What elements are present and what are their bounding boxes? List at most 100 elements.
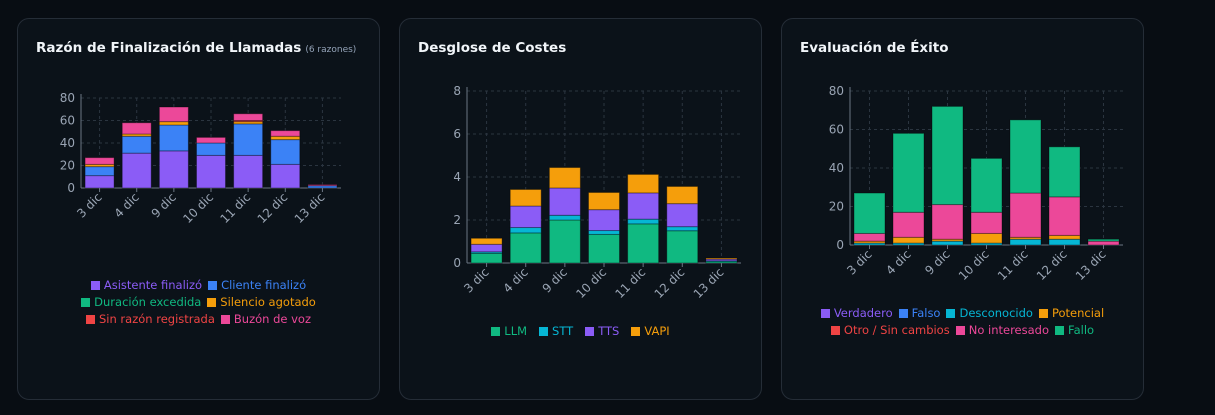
legend-label: Asistente finalizó	[103, 278, 203, 292]
bar-segment[interactable]	[509, 205, 542, 229]
bar-segment[interactable]	[666, 185, 699, 205]
bar-segment[interactable]	[470, 237, 503, 245]
bar-segment[interactable]	[1009, 192, 1042, 238]
bar-segment[interactable]	[509, 188, 542, 207]
bar-segment[interactable]	[158, 106, 189, 123]
bar-segment[interactable]	[1009, 119, 1042, 194]
bar-segment[interactable]	[1048, 234, 1081, 240]
bar-segment[interactable]	[627, 218, 660, 225]
bar-segment[interactable]	[84, 157, 115, 165]
legend-item[interactable]: STT	[539, 324, 573, 338]
legend-item[interactable]: Desconocido	[946, 306, 1033, 320]
bar-segment[interactable]	[666, 230, 699, 264]
bar-segment[interactable]	[509, 232, 542, 264]
bar-segment[interactable]	[548, 219, 581, 264]
bar-segment[interactable]	[307, 184, 338, 187]
legend-item[interactable]: Asistente finalizó	[90, 278, 203, 292]
bar-segment[interactable]	[233, 113, 264, 121]
legend-label: TTS	[598, 324, 620, 338]
bar-segment[interactable]	[84, 175, 115, 189]
bar-segment[interactable]	[970, 211, 1003, 234]
bar-segment[interactable]	[892, 132, 925, 213]
bar-segment[interactable]	[853, 232, 886, 242]
bar-segment[interactable]	[705, 258, 738, 262]
bar-segment[interactable]	[1048, 146, 1081, 198]
bar-segment[interactable]	[270, 139, 301, 165]
legend-item[interactable]: Falso	[898, 306, 940, 320]
bar-segment[interactable]	[970, 232, 1003, 244]
bar-segment[interactable]	[1048, 238, 1081, 246]
bar-segment[interactable]	[1009, 238, 1042, 246]
bar-segment[interactable]	[233, 123, 264, 156]
bar-segment[interactable]	[196, 142, 226, 156]
bar-segment[interactable]	[666, 226, 699, 232]
bar-segment[interactable]	[270, 163, 301, 189]
bar-segment[interactable]	[853, 192, 886, 234]
bar-segment[interactable]	[121, 122, 152, 135]
x-tick-label: 10 dic	[956, 247, 992, 283]
y-tick-label: 8	[453, 84, 461, 98]
bar-segment[interactable]	[1087, 238, 1120, 242]
bar-segment[interactable]	[84, 166, 115, 177]
bar-segment[interactable]	[588, 191, 620, 211]
legend-swatch	[1038, 308, 1048, 318]
bar-segment[interactable]	[588, 233, 620, 264]
legend-item[interactable]: TTS	[585, 324, 619, 338]
success-evaluation-chart: 0 20 40 60 80 3 dic 4 dic 9 dic 10 dic 11 dic 12 d…	[829, 84, 1123, 283]
bar-segment[interactable]	[931, 240, 964, 246]
bar-segment[interactable]	[121, 152, 152, 189]
bar-segment[interactable]	[270, 130, 301, 137]
legend-item[interactable]: LLM	[491, 324, 527, 338]
bar-segment[interactable]	[548, 167, 581, 189]
bar-segment[interactable]	[470, 252, 503, 264]
bar-segment[interactable]	[931, 204, 964, 240]
bar-segment[interactable]	[627, 192, 660, 220]
legend-item[interactable]: Verdadero	[820, 306, 893, 320]
bar-segment[interactable]	[705, 257, 738, 260]
legend-swatch	[491, 326, 501, 336]
bar-segment[interactable]	[548, 214, 581, 221]
legend-item[interactable]: Otro / Sin cambios	[830, 323, 950, 337]
bar-segment[interactable]	[1048, 196, 1081, 236]
bar-segment[interactable]	[509, 227, 542, 234]
legend-item[interactable]: Cliente finalizó	[208, 278, 306, 292]
y-tick-label: 80	[60, 91, 75, 105]
bar-segment[interactable]	[1087, 240, 1120, 246]
bar-segment[interactable]	[627, 223, 660, 264]
bar-segment[interactable]	[196, 136, 226, 144]
legend-item[interactable]: Potencial	[1038, 306, 1104, 320]
legend-item[interactable]: No interesado	[955, 323, 1049, 337]
bar-segment[interactable]	[892, 211, 925, 238]
bar-segment[interactable]	[470, 251, 503, 254]
bar-segment[interactable]	[121, 135, 152, 154]
x-tick-label: 3 dic	[844, 247, 874, 277]
x-tick-label: 13 dic	[292, 190, 328, 226]
legend-item[interactable]: VAPI	[631, 324, 670, 338]
bar-segment[interactable]	[931, 105, 964, 206]
legend-item[interactable]: Fallo	[1055, 323, 1094, 337]
bar-segment[interactable]	[158, 124, 189, 152]
bar-segment[interactable]	[470, 243, 503, 253]
bar-segment[interactable]	[1009, 236, 1042, 240]
bar-segment[interactable]	[158, 150, 189, 189]
bar-segment[interactable]	[548, 187, 581, 216]
bar-segment[interactable]	[270, 135, 301, 141]
title-text: Razón de Finalización de Llamadas	[36, 40, 302, 56]
legend-item[interactable]: Silencio agotado	[207, 295, 316, 309]
bar-segment[interactable]	[233, 154, 264, 189]
bar-segment[interactable]	[892, 236, 925, 244]
bar-segment[interactable]	[588, 230, 620, 235]
bar-segment[interactable]	[627, 173, 660, 194]
bar-segment[interactable]	[970, 157, 1003, 213]
legend-label: STT	[552, 324, 574, 338]
legend-swatch	[946, 308, 956, 318]
bar-segment[interactable]	[158, 121, 189, 126]
x-tick-label: 4 dic	[883, 247, 913, 277]
legend-item[interactable]: Duración excedida	[81, 295, 201, 309]
bar-segment[interactable]	[588, 209, 620, 232]
bar-segment[interactable]	[666, 203, 699, 228]
legend-item[interactable]: Sin razón registrada	[85, 312, 215, 326]
legend-item[interactable]: Buzón de voz	[220, 312, 311, 326]
bar-segment[interactable]	[196, 154, 226, 189]
